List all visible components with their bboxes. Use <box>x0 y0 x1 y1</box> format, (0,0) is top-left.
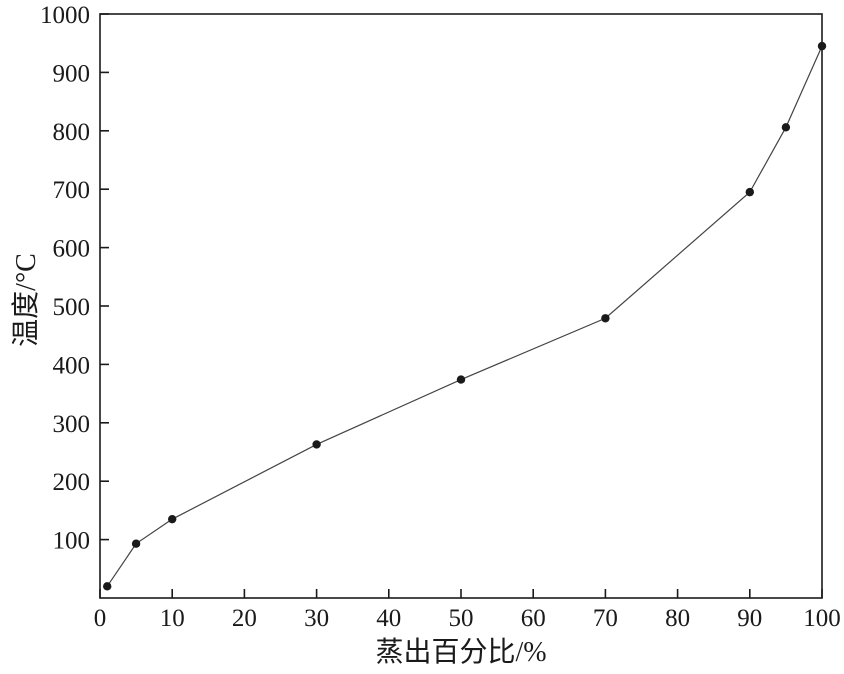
y-tick-label: 200 <box>53 469 91 496</box>
x-tick-label: 100 <box>803 605 841 632</box>
y-tick-label: 100 <box>53 528 91 555</box>
data-point <box>168 514 177 524</box>
y-tick-label: 500 <box>53 294 91 321</box>
y-tick-label: 1000 <box>40 2 90 29</box>
y-tick-label: 900 <box>53 60 91 87</box>
x-tick-label: 50 <box>449 605 474 632</box>
data-line <box>106 45 823 587</box>
y-tick-label: 300 <box>53 411 91 438</box>
data-point <box>456 375 466 384</box>
data-point <box>781 123 791 132</box>
x-tick-label: 70 <box>593 605 618 632</box>
y-axis-label: 温度/°C <box>11 253 42 347</box>
x-tick-label: 30 <box>304 605 329 632</box>
x-tick-label: 90 <box>737 605 762 632</box>
x-tick-label: 60 <box>521 605 546 632</box>
data-point <box>745 187 754 197</box>
data-point <box>312 440 321 449</box>
data-point <box>131 539 141 548</box>
y-tick-label: 700 <box>53 177 91 204</box>
data-point <box>601 314 610 323</box>
plot-frame <box>99 13 823 599</box>
y-tick-label: 800 <box>53 119 91 146</box>
x-tick-label: 80 <box>665 605 690 632</box>
x-tick-label: 20 <box>232 605 257 632</box>
data-point <box>103 582 112 591</box>
y-tick-label: 600 <box>53 236 91 263</box>
y-tick-label: 400 <box>53 352 91 379</box>
data-point <box>817 41 827 51</box>
x-tick-label: 40 <box>376 605 401 632</box>
x-axis-label: 蒸出百分比/% <box>375 637 547 668</box>
x-tick-label: 0 <box>94 605 107 632</box>
x-tick-label: 10 <box>160 605 185 632</box>
